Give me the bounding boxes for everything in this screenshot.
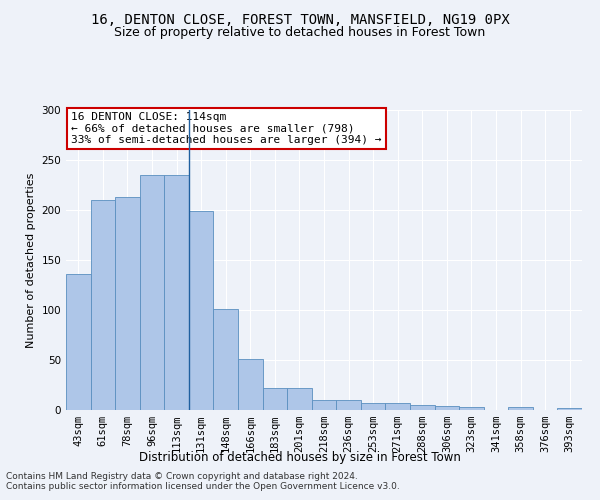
Text: Distribution of detached houses by size in Forest Town: Distribution of detached houses by size … (139, 451, 461, 464)
Text: Size of property relative to detached houses in Forest Town: Size of property relative to detached ho… (115, 26, 485, 39)
Bar (238, 359, 263, 410)
Bar (287, 388, 312, 410)
Y-axis label: Number of detached properties: Number of detached properties (26, 172, 36, 348)
Bar (312, 400, 336, 410)
Bar (459, 407, 484, 410)
Text: Contains public sector information licensed under the Open Government Licence v3: Contains public sector information licen… (6, 482, 400, 491)
Bar (263, 388, 287, 410)
Bar (557, 408, 582, 410)
Bar (91, 200, 115, 410)
Bar (214, 309, 238, 410)
Text: 16, DENTON CLOSE, FOREST TOWN, MANSFIELD, NG19 0PX: 16, DENTON CLOSE, FOREST TOWN, MANSFIELD… (91, 12, 509, 26)
Bar (508, 407, 533, 410)
Text: 16 DENTON CLOSE: 114sqm
← 66% of detached houses are smaller (798)
33% of semi-d: 16 DENTON CLOSE: 114sqm ← 66% of detache… (71, 112, 382, 144)
Bar (164, 175, 189, 410)
Bar (140, 175, 164, 410)
Bar (115, 197, 140, 410)
Text: Contains HM Land Registry data © Crown copyright and database right 2024.: Contains HM Land Registry data © Crown c… (6, 472, 358, 481)
Bar (336, 400, 361, 410)
Bar (410, 405, 434, 410)
Bar (361, 403, 385, 410)
Bar (189, 211, 214, 410)
Bar (434, 406, 459, 410)
Bar (385, 403, 410, 410)
Bar (66, 274, 91, 410)
